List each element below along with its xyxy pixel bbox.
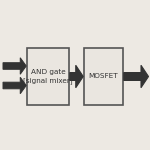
- Text: AND gate
[signal mixer]: AND gate [signal mixer]: [23, 69, 73, 84]
- Polygon shape: [3, 77, 26, 94]
- Polygon shape: [3, 58, 26, 74]
- FancyBboxPatch shape: [27, 48, 69, 105]
- FancyBboxPatch shape: [84, 48, 123, 105]
- Polygon shape: [124, 65, 148, 88]
- Polygon shape: [70, 65, 83, 88]
- Text: MOSFET: MOSFET: [89, 74, 118, 80]
